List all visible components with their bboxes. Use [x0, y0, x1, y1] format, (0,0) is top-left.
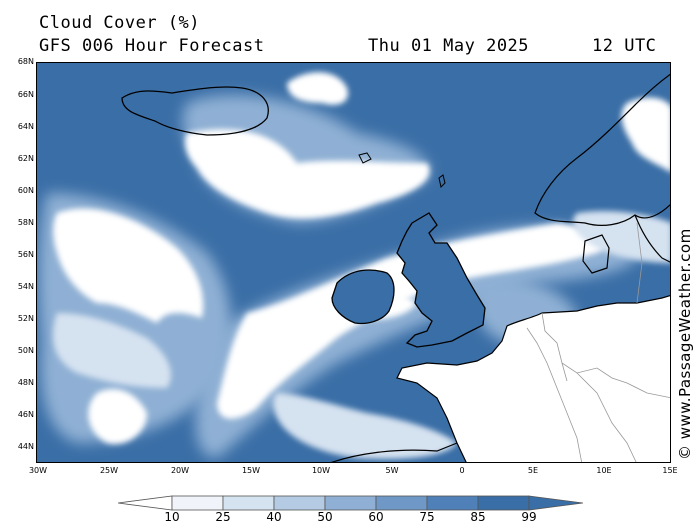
- coastline-iceland: [121, 86, 269, 136]
- lon-label: 20W: [170, 466, 190, 475]
- border: [636, 222, 643, 304]
- lat-label: 62N: [17, 154, 34, 163]
- lat-label: 50N: [17, 346, 34, 355]
- lat-label: 54N: [17, 282, 34, 291]
- cloud-cover-map[interactable]: [36, 62, 671, 463]
- coastline-ireland: [331, 269, 395, 325]
- legend-swatch: [477, 495, 530, 511]
- legend-swatch: [375, 495, 428, 511]
- lon-label: 30W: [28, 466, 48, 475]
- border: [541, 312, 670, 399]
- legend-label: 75: [419, 510, 435, 524]
- coastline-sweden: [634, 214, 670, 263]
- lon-label: 5W: [385, 466, 399, 475]
- coastline-shetland: [438, 174, 446, 188]
- legend-label: 25: [215, 510, 231, 524]
- lat-label: 46N: [17, 410, 34, 419]
- lat-label: 52N: [17, 314, 34, 323]
- legend-swatch: [222, 495, 275, 511]
- lon-label: 15E: [662, 466, 678, 475]
- lon-label: 25W: [99, 466, 119, 475]
- map-title: Cloud Cover (%): [39, 13, 201, 33]
- lon-label: 15W: [241, 466, 261, 475]
- coastline-great-britain: [396, 212, 486, 348]
- cloud-field: [38, 72, 670, 460]
- forecast-model-label: GFS 006 Hour Forecast: [39, 36, 265, 56]
- legend-label: 85: [470, 510, 486, 524]
- legend-swatch: [171, 495, 224, 511]
- legend-swatch: [273, 495, 326, 511]
- coastline-faroe: [358, 152, 372, 164]
- lon-label: 10W: [311, 466, 331, 475]
- lat-label: 56N: [17, 250, 34, 259]
- lon-label: 5E: [527, 466, 539, 475]
- lon-label: 0: [459, 466, 465, 475]
- lat-label: 48N: [17, 378, 34, 387]
- forecast-time: 12 UTC: [592, 36, 657, 56]
- border: [526, 327, 583, 462]
- legend-arrow-low: [118, 495, 173, 511]
- legend-label: 10: [164, 510, 180, 524]
- legend-colorbar: [118, 495, 583, 511]
- lon-label: 10E: [596, 466, 612, 475]
- coastline-norway: [534, 73, 670, 226]
- border: [576, 372, 637, 462]
- coastline-europe: [396, 294, 670, 462]
- lat-label: 66N: [17, 90, 34, 99]
- coastline-denmark: [582, 234, 610, 274]
- coastline-spain: [331, 442, 458, 462]
- border: [561, 362, 568, 382]
- land-mainland-europe: [397, 295, 670, 462]
- lat-label: 58N: [17, 218, 34, 227]
- legend-label: 60: [368, 510, 384, 524]
- lat-label: 64N: [17, 122, 34, 131]
- credit-label: © www.PassageWeather.com: [676, 228, 694, 460]
- lat-label: 44N: [17, 442, 34, 451]
- legend-label: 50: [317, 510, 333, 524]
- legend-arrow-high: [528, 495, 583, 511]
- lat-label: 68N: [17, 57, 34, 66]
- legend-label: 99: [521, 510, 537, 524]
- legend-swatch: [324, 495, 377, 511]
- legend-label: 40: [266, 510, 282, 524]
- legend-swatch: [426, 495, 479, 511]
- lat-label: 60N: [17, 186, 34, 195]
- forecast-date: Thu 01 May 2025: [368, 36, 530, 56]
- map-canvas: [37, 63, 670, 462]
